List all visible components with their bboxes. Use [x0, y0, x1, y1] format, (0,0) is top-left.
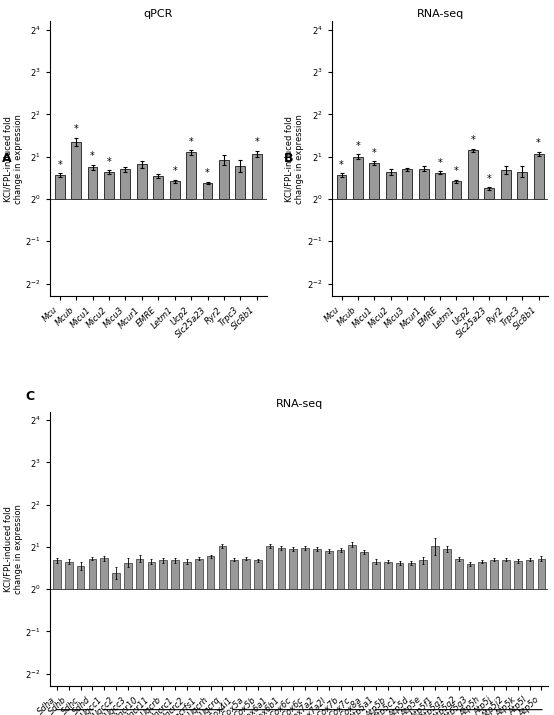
Text: A: A — [2, 152, 12, 165]
Bar — [77, 566, 84, 589]
Title: qPCR: qPCR — [143, 9, 173, 19]
Text: *: * — [57, 160, 62, 170]
Bar — [89, 558, 96, 589]
Text: *: * — [372, 148, 377, 158]
Bar — [218, 546, 226, 589]
Bar — [337, 550, 345, 589]
Bar — [183, 562, 191, 589]
Bar — [419, 169, 429, 199]
Title: RNA-seq: RNA-seq — [417, 9, 464, 19]
Bar — [484, 189, 494, 199]
Y-axis label: KCl/FPL-induced fold
change in expression: KCl/FPL-induced fold change in expressio… — [285, 114, 304, 204]
Bar — [170, 181, 179, 199]
Bar — [203, 183, 212, 199]
Y-axis label: KCl/FPL-induced fold
change in expression: KCl/FPL-induced fold change in expressio… — [3, 504, 23, 594]
Text: *: * — [487, 174, 492, 184]
Bar — [112, 573, 120, 589]
Bar — [124, 563, 132, 589]
Text: *: * — [205, 168, 210, 178]
Bar — [53, 561, 61, 589]
Y-axis label: KCl/FPL-induced fold
change in expression: KCl/FPL-induced fold change in expressio… — [3, 114, 23, 204]
Bar — [100, 558, 108, 589]
Bar — [195, 558, 203, 589]
Bar — [242, 558, 250, 589]
Bar — [353, 157, 363, 199]
Bar — [526, 560, 534, 589]
Bar — [396, 563, 403, 589]
Bar — [235, 166, 245, 199]
Text: *: * — [106, 157, 111, 167]
Bar — [490, 560, 498, 589]
Text: *: * — [74, 124, 79, 134]
Bar — [402, 169, 412, 199]
Text: C: C — [25, 390, 34, 403]
Bar — [468, 150, 478, 199]
Bar — [55, 175, 65, 199]
Bar — [466, 564, 474, 589]
Text: *: * — [454, 166, 459, 176]
Text: *: * — [438, 158, 443, 168]
Bar — [408, 563, 416, 589]
Bar — [289, 549, 297, 589]
Text: *: * — [356, 141, 360, 151]
Bar — [443, 549, 451, 589]
Bar — [534, 154, 543, 199]
Text: *: * — [254, 137, 259, 147]
Text: *: * — [470, 135, 475, 145]
Bar — [514, 561, 521, 589]
Bar — [230, 560, 238, 589]
Bar — [186, 152, 196, 199]
Bar — [386, 172, 396, 199]
Bar — [419, 561, 427, 589]
Bar — [147, 562, 155, 589]
Bar — [301, 548, 309, 589]
Bar — [136, 558, 143, 589]
Bar — [71, 142, 81, 199]
Bar — [252, 154, 261, 199]
Text: *: * — [90, 152, 95, 162]
Bar — [120, 169, 130, 199]
Bar — [266, 546, 274, 589]
Text: *: * — [172, 166, 177, 176]
Bar — [537, 558, 545, 589]
Bar — [517, 172, 527, 199]
Bar — [337, 175, 346, 199]
Bar — [455, 558, 463, 589]
Bar — [435, 173, 445, 199]
Bar — [207, 556, 214, 589]
Bar — [452, 181, 461, 199]
Bar — [313, 549, 321, 589]
Bar — [104, 172, 114, 199]
Text: *: * — [189, 137, 193, 147]
Title: RNA-seq: RNA-seq — [275, 400, 323, 410]
Bar — [479, 562, 486, 589]
Text: B: B — [284, 152, 294, 165]
Bar — [88, 167, 98, 199]
Bar — [137, 164, 147, 199]
Bar — [348, 545, 356, 589]
Bar — [171, 561, 179, 589]
Bar — [384, 562, 392, 589]
Bar — [219, 160, 229, 199]
Bar — [501, 170, 511, 199]
Text: *: * — [536, 138, 541, 148]
Bar — [153, 176, 163, 199]
Bar — [360, 552, 368, 589]
Bar — [160, 561, 167, 589]
Bar — [278, 548, 285, 589]
Bar — [431, 546, 439, 589]
Bar — [325, 551, 332, 589]
Text: *: * — [339, 160, 344, 170]
Bar — [372, 562, 380, 589]
Bar — [65, 562, 73, 589]
Bar — [502, 560, 510, 589]
Bar — [370, 163, 379, 199]
Bar — [254, 561, 261, 589]
